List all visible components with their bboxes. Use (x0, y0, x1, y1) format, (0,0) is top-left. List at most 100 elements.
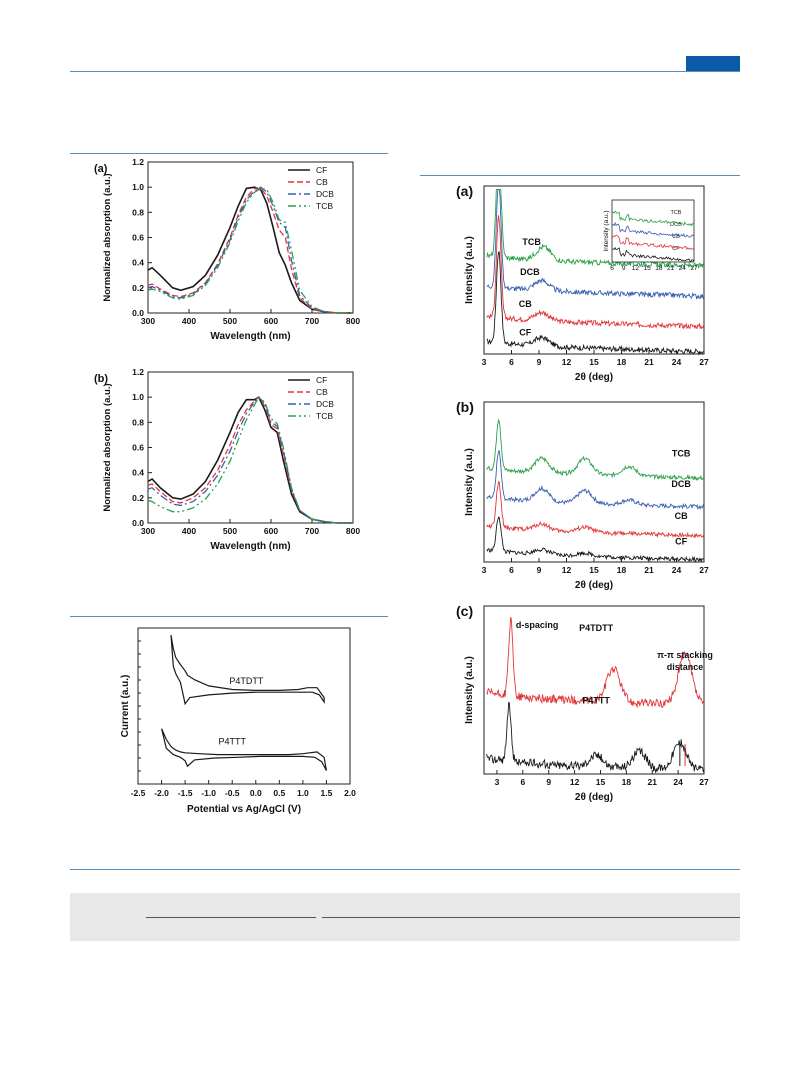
y-tick-label: 0.6 (132, 233, 144, 243)
xrd-label-cb: CB (675, 511, 688, 521)
panel-label: (a) (456, 183, 473, 199)
inset-label-dcb: DCB (670, 222, 682, 228)
plot-frame (137, 627, 351, 785)
legend-label-cb: CB (316, 387, 328, 397)
x-tick-label: 21 (648, 777, 658, 787)
x-tick-label: 27 (699, 565, 709, 575)
annotation-pi-stacking: π-π stacking (657, 650, 713, 660)
xrd-label-tcb: TCB (522, 237, 541, 247)
inset-curve-tcb (611, 210, 695, 227)
x-tick-label: 24 (672, 565, 682, 575)
inset-x-tick-label: 18 (655, 265, 663, 272)
inset-x-tick-label: 15 (644, 265, 652, 272)
y-tick-label: 0.2 (132, 283, 144, 293)
inset-x-tick-label: 21 (667, 265, 675, 272)
x-axis-label: Wavelength (nm) (210, 541, 290, 552)
cv-label-p4ttt: P4TTT (218, 736, 246, 746)
inset-y-axis-label: Intensity (a.u.) (603, 210, 610, 251)
y-tick-label: 0.4 (132, 258, 144, 268)
legend-label-dcb: DCB (316, 189, 334, 199)
x-tick-label: 9 (537, 565, 542, 575)
y-axis-label: Normalized absorption (a.u.) (102, 173, 113, 301)
x-tick-label: 6 (509, 565, 514, 575)
xrd-label-tcb: TCB (672, 448, 691, 458)
x-tick-label: 18 (617, 565, 627, 575)
legend-label-tcb: TCB (316, 411, 333, 421)
legend-label-tcb: TCB (316, 201, 333, 211)
x-tick-label: 18 (622, 777, 632, 787)
xrd-curve-cb (486, 481, 705, 539)
y-axis-label: Current (a.u.) (120, 675, 131, 738)
legend-label-cb: CB (316, 177, 328, 187)
panel-label: (b) (94, 373, 108, 385)
xrd-curve-tcb (486, 418, 705, 481)
page-tab-marker (686, 56, 740, 71)
x-tick-label: 21 (644, 565, 654, 575)
xrd-curve-cf (486, 516, 705, 563)
inset-x-tick-label: 9 (622, 265, 626, 272)
figure-rule-right-top (420, 175, 740, 176)
x-tick-label: 9 (546, 777, 551, 787)
xrd-label-dcb: DCB (520, 267, 540, 277)
x-tick-label: -2.0 (154, 788, 169, 798)
annotation-distance: distance (667, 662, 704, 672)
x-tick-label: 1.5 (321, 788, 333, 798)
x-tick-label: 15 (589, 357, 599, 367)
annotation-d-spacing: d-spacing (516, 620, 559, 630)
x-tick-label: -1.5 (178, 788, 193, 798)
x-tick-label: 700 (305, 316, 319, 326)
x-tick-label: 800 (346, 526, 360, 536)
xrd-curve-dcb (486, 449, 705, 510)
y-tick-label: 0.2 (132, 493, 144, 503)
x-axis-label: Wavelength (nm) (210, 331, 290, 342)
xrd-curve-p4tdtt (486, 616, 705, 709)
x-tick-label: 12 (562, 357, 572, 367)
xrd-label-cf: CF (519, 328, 531, 338)
x-tick-label: 12 (570, 777, 580, 787)
y-tick-label: 1.0 (132, 182, 144, 192)
series-line-dcb (147, 396, 353, 524)
xrd-figure-c: (c) 3 6 9 12 15 18 21 24 27 2θ (deg) Intensity (a.u… (452, 598, 718, 812)
x-tick-label: 9 (537, 357, 542, 367)
panel-label: (a) (94, 163, 108, 175)
series-line-tcb (147, 396, 353, 524)
series-line-dcb (147, 186, 353, 314)
xrd-curve-p4ttt (486, 701, 705, 774)
legend-label-dcb: DCB (316, 399, 334, 409)
cv-chart: -2.5 -2.0 -1.5 -1.0 -0.5 0.0 0.5 1.0 1.5 2.0 Poten… (120, 627, 356, 815)
xrd-curve-dcb (486, 188, 705, 301)
x-tick-label: 24 (672, 357, 682, 367)
y-tick-label: 0.8 (132, 417, 144, 427)
x-tick-label: 300 (141, 316, 155, 326)
absorption-chart-a: (a) 0.0 0.2 0.4 0.6 0.8 1.0 1.2 300 400 500 600 700 8… (94, 157, 360, 342)
absorption-figure-b: (b) 0.0 0.2 0.4 0.6 0.8 1.0 1.2 300 400 500 600 700 8… (86, 366, 376, 562)
x-tick-label: 400 (182, 316, 196, 326)
x-tick-label: 600 (264, 526, 278, 536)
table-header-line-2 (322, 917, 740, 918)
xrd-figure-a: (a) 3 6 9 12 15 18 21 24 27 2θ (deg) Intensity (a.u… (452, 178, 718, 394)
y-tick-label: 0.8 (132, 207, 144, 217)
x-axis-label: Potential vs Ag/AgCl (V) (187, 804, 301, 815)
table-header-line-1 (146, 917, 316, 918)
xrd-label-p4tdtt: P4TDTT (579, 623, 614, 633)
x-tick-label: 2.0 (344, 788, 356, 798)
xrd-figure-b: (b) 3 6 9 12 15 18 21 24 27 2θ (deg) Intensity (a.u… (452, 394, 718, 602)
inset-label-cf: CF (672, 246, 680, 252)
y-tick-label: 0.0 (132, 518, 144, 528)
x-tick-label: -1.0 (201, 788, 216, 798)
cv-figure: -2.5 -2.0 -1.5 -1.0 -0.5 0.0 0.5 1.0 1.5 2.0 Poten… (100, 622, 370, 820)
xrd-curve-cf (486, 250, 704, 356)
figure-rule-left-top (70, 153, 388, 154)
absorption-chart-b: (b) 0.0 0.2 0.4 0.6 0.8 1.0 1.2 300 400 500 600 700 8… (94, 367, 360, 552)
xrd-curve-tcb (486, 188, 705, 269)
y-tick-label: 1.0 (132, 392, 144, 402)
series-line-cb (147, 187, 353, 314)
x-tick-label: 800 (346, 316, 360, 326)
cv-curve-p4tdtt (170, 634, 325, 706)
header-rule (70, 71, 740, 72)
x-axis-label: 2θ (deg) (575, 792, 613, 803)
panel-label: (b) (456, 399, 474, 415)
x-tick-label: 500 (223, 526, 237, 536)
series-line-cf (147, 186, 353, 314)
